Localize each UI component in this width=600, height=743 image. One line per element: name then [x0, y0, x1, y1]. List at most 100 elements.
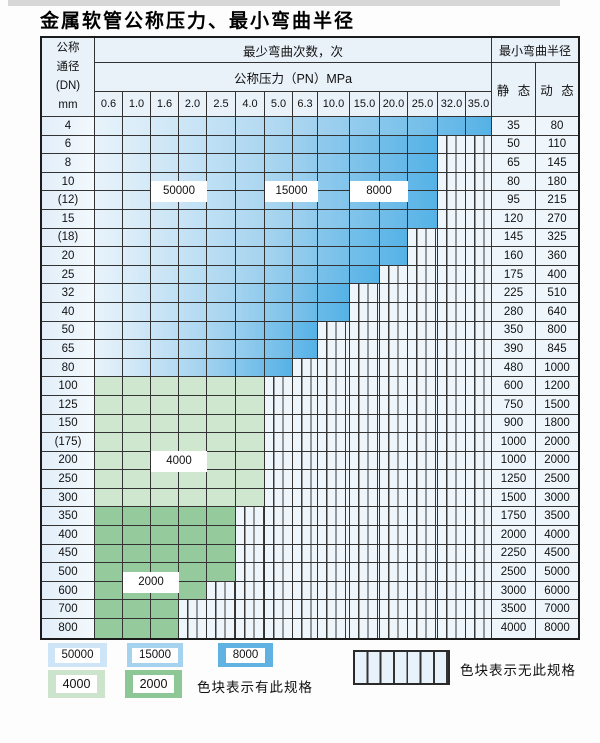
spec-cell	[236, 377, 265, 396]
dn-cell: 800	[42, 619, 95, 638]
pressure-col-header-25.0: 25.0	[408, 92, 438, 117]
spec-cell	[151, 247, 179, 266]
no-spec-cell	[350, 544, 380, 564]
no-spec-cell	[466, 228, 492, 248]
no-spec-cell	[318, 377, 350, 396]
spec-cell	[265, 321, 293, 341]
no-spec-cell	[438, 563, 466, 582]
no-spec-cell	[350, 358, 380, 378]
spec-cell	[207, 451, 236, 471]
spec-cell	[265, 358, 293, 378]
no-spec-cell	[438, 507, 466, 527]
no-spec-cell	[438, 284, 466, 303]
pressure-col-header-2.5: 2.5	[207, 92, 236, 117]
no-spec-cell	[318, 321, 350, 341]
spec-cell	[95, 154, 123, 173]
spec-cell	[293, 117, 318, 136]
no-spec-cell	[265, 581, 293, 601]
no-spec-cell	[408, 488, 438, 508]
spec-cell	[265, 302, 293, 322]
no-spec-cell	[293, 488, 318, 508]
spec-cell	[179, 302, 207, 322]
spec-cell	[95, 358, 123, 378]
no-spec-cell	[380, 414, 408, 434]
spec-cell	[151, 488, 179, 508]
spec-cell	[236, 488, 265, 508]
no-spec-cell	[318, 619, 350, 638]
spec-cell	[123, 228, 151, 248]
no-spec-cell	[265, 619, 293, 638]
dynamic-value-cell: 1000	[536, 358, 578, 378]
spec-cell	[265, 209, 293, 229]
spec-cell	[236, 172, 265, 192]
spec-cell	[123, 191, 151, 210]
spec-cell	[207, 302, 236, 322]
spec-cell	[207, 172, 236, 192]
dynamic-value-cell: 640	[536, 302, 578, 322]
spec-cell	[123, 526, 151, 545]
static-value-cell: 600	[492, 377, 536, 396]
spec-cell	[236, 358, 265, 378]
dn-cell: 8	[42, 154, 95, 173]
spec-cell	[123, 507, 151, 527]
spec-cell	[380, 117, 408, 136]
spec-cell	[95, 414, 123, 434]
no-spec-cell	[318, 340, 350, 359]
no-spec-cell	[318, 433, 350, 452]
spec-cell	[179, 507, 207, 527]
dn-cell: (18)	[42, 228, 95, 248]
no-spec-cell	[408, 563, 438, 582]
no-spec-cell	[466, 154, 492, 173]
dn-cell: 450	[42, 544, 95, 564]
no-spec-cell	[265, 470, 293, 489]
legend-label-8000: 8000	[225, 647, 266, 663]
spec-cell	[179, 358, 207, 378]
spec-cell	[318, 135, 350, 155]
no-spec-cell	[318, 395, 350, 415]
static-value-cell: 120	[492, 209, 536, 229]
spec-cell	[179, 581, 207, 601]
no-spec-cell	[236, 581, 265, 601]
dynamic-value-cell: 510	[536, 284, 578, 303]
no-spec-cell	[408, 414, 438, 434]
no-spec-cell	[350, 507, 380, 527]
pressure-col-header-15.0: 15.0	[350, 92, 380, 117]
spec-cell	[151, 358, 179, 378]
spec-cell	[318, 265, 350, 285]
no-spec-cell	[265, 507, 293, 527]
no-spec-cell	[318, 544, 350, 564]
no-spec-cell	[265, 395, 293, 415]
no-spec-cell	[438, 191, 466, 210]
no-spec-cell	[438, 544, 466, 564]
spec-cell	[293, 265, 318, 285]
no-spec-cell	[438, 600, 466, 620]
no-spec-cell	[293, 433, 318, 452]
spec-cell	[123, 358, 151, 378]
spec-cell	[95, 191, 123, 210]
no-spec-cell	[380, 507, 408, 527]
spec-cell	[207, 544, 236, 564]
dynamic-value-cell: 8000	[536, 619, 578, 638]
no-spec-cell	[380, 433, 408, 452]
spec-cell	[207, 377, 236, 396]
spec-cell	[293, 154, 318, 173]
spec-cell	[207, 321, 236, 341]
spec-cell	[179, 395, 207, 415]
spec-cell	[179, 209, 207, 229]
no-spec-cell	[265, 600, 293, 620]
pressure-col-header-20.0: 20.0	[380, 92, 408, 117]
spec-cell	[207, 414, 236, 434]
no-spec-cell	[466, 600, 492, 620]
spec-cell	[151, 544, 179, 564]
static-value-cell: 160	[492, 247, 536, 266]
spec-cell	[408, 209, 438, 229]
no-spec-cell	[408, 600, 438, 620]
dn-header: 公称 通径 (DN) mm	[42, 38, 95, 117]
dynamic-value-cell: 7000	[536, 600, 578, 620]
no-spec-cell	[350, 302, 380, 322]
spec-cell	[236, 191, 265, 210]
pressure-header: 公称压力（PN）MPa	[95, 63, 492, 92]
no-spec-cell	[318, 488, 350, 508]
no-spec-cell	[350, 321, 380, 341]
no-spec-cell	[438, 321, 466, 341]
